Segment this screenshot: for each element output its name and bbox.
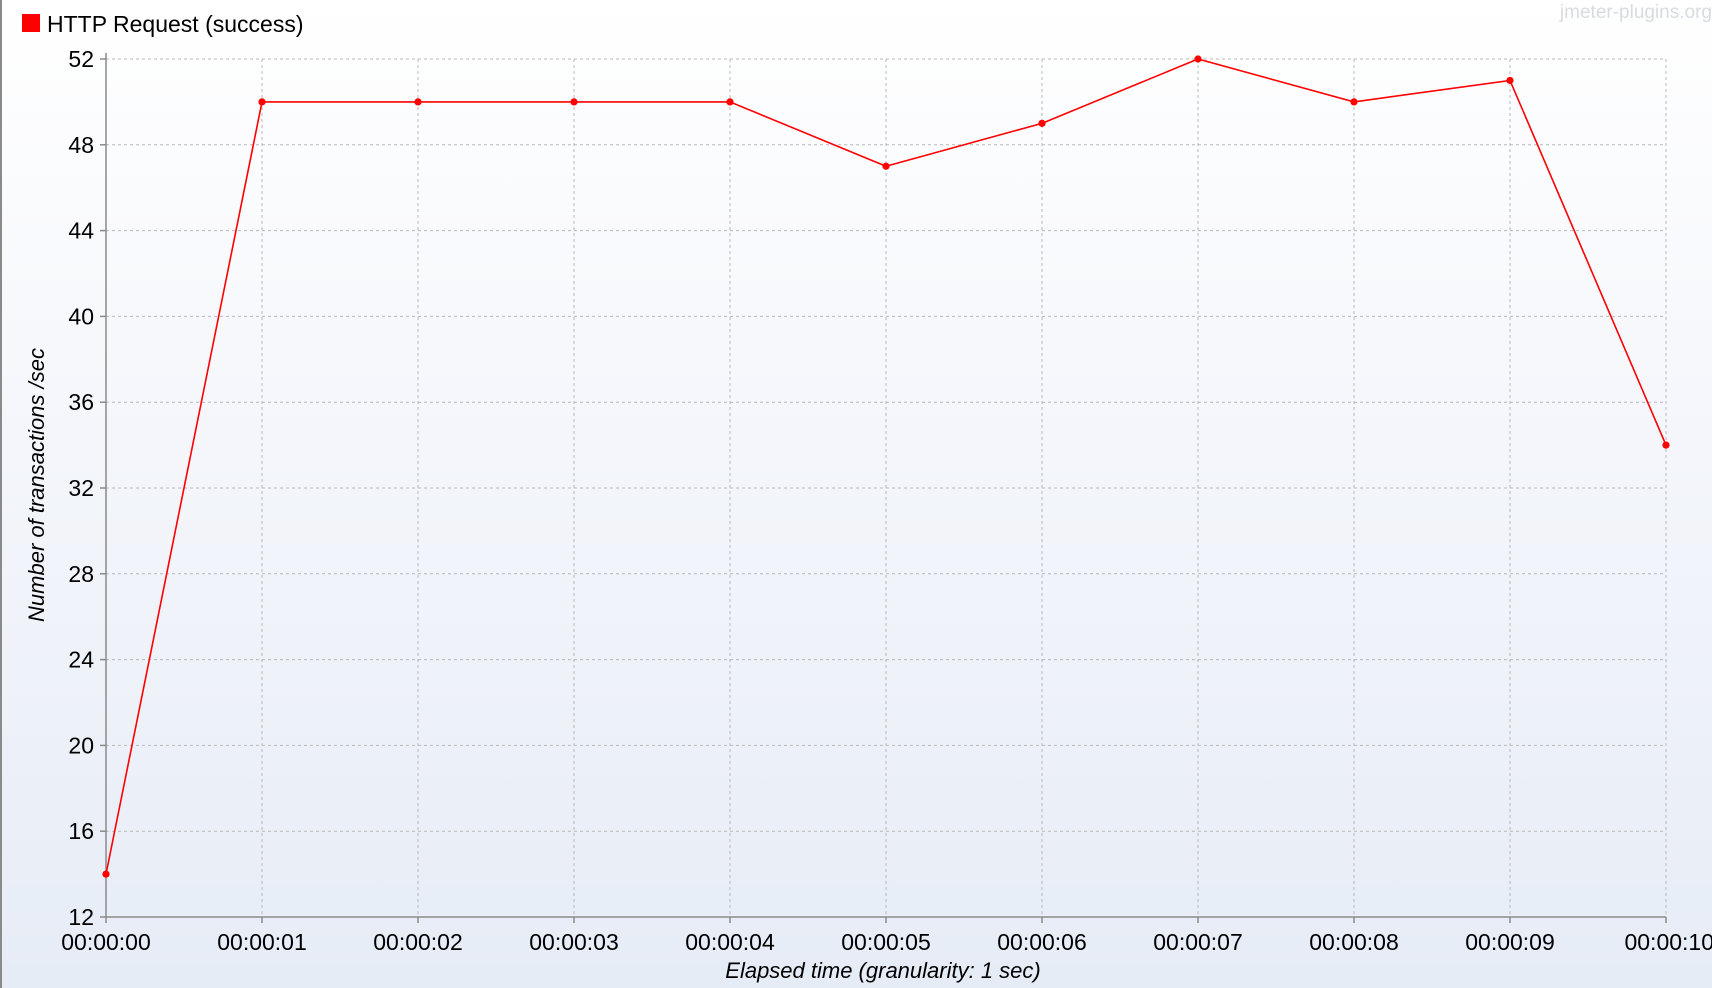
x-tick-labels: 00:00:00 00:00:01 00:00:02 00:00:03 00:00:04… [61,929,1712,955]
y-tick-label: 12 [68,904,94,930]
y-tick-label: 28 [68,561,94,587]
data-point [882,162,890,170]
data-point [1350,98,1358,106]
data-point [414,98,422,106]
data-point [1038,119,1046,127]
data-point [726,98,734,106]
y-tick-label: 20 [68,732,94,758]
data-point [102,870,110,878]
y-tick-label: 24 [68,647,94,673]
data-point [1506,76,1514,85]
y-tick-label: 32 [68,475,94,501]
y-tick-labels: 12 16 20 24 28 32 36 40 44 48 52 [68,46,94,930]
grid-lines [105,58,1667,918]
y-tick-label: 16 [68,818,94,844]
legend: HTTP Request (success) [22,11,303,37]
x-tick-label: 00:00:06 [997,929,1087,955]
x-tick-label: 00:00:04 [685,929,775,955]
y-axis-title: Number of transactions /sec [24,348,49,622]
y-tick-label: 48 [68,132,94,158]
x-tick-label: 00:00:00 [61,929,151,955]
x-tick-label: 00:00:10 [1624,929,1712,955]
data-point [1662,441,1670,449]
x-tick-label: 00:00:08 [1309,929,1399,955]
x-tick-label: 00:00:03 [529,929,619,955]
legend-swatch-icon [22,14,40,32]
watermark: jmeter-plugins.org [1559,2,1712,23]
y-tick-label: 44 [68,218,94,244]
x-tick-label: 00:00:09 [1465,929,1555,955]
data-point [1194,55,1202,63]
x-tick-label: 00:00:02 [373,929,463,955]
x-axis-title: Elapsed time (granularity: 1 sec) [725,958,1040,983]
x-tick-label: 00:00:01 [217,929,307,955]
series-layer [102,55,1670,878]
legend-label: HTTP Request (success) [47,11,303,37]
x-tick-label: 00:00:07 [1153,929,1243,955]
x-tick-label: 00:00:05 [841,929,931,955]
data-point [258,98,266,106]
data-point [570,98,578,106]
axes [100,53,1667,923]
y-tick-label: 40 [68,303,94,329]
y-tick-label: 52 [68,46,94,72]
y-tick-label: 36 [68,389,94,415]
